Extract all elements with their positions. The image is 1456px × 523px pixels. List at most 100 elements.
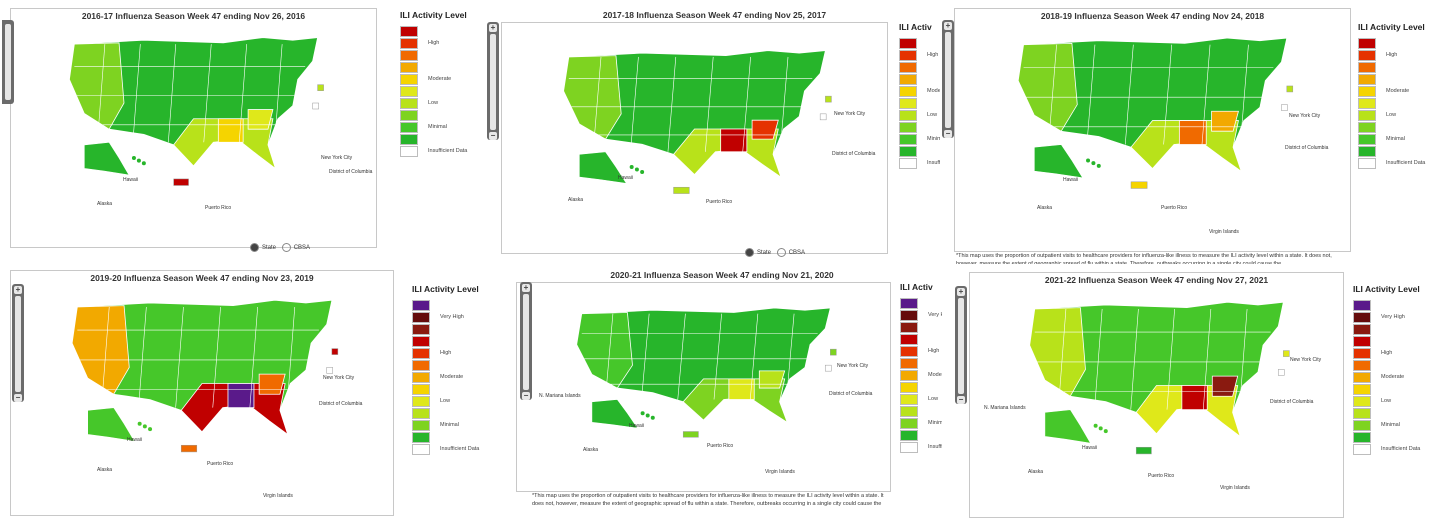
legend-item xyxy=(1358,122,1453,134)
hawaii-shape xyxy=(634,167,639,172)
legend-item: Minimal xyxy=(899,134,942,146)
state-cbsa-toggle: State CBSA xyxy=(745,248,805,257)
place-vi: Virgin Islands xyxy=(765,469,795,475)
zoom-in-button[interactable]: + xyxy=(522,283,530,292)
zoom-in-button[interactable]: + xyxy=(14,285,22,294)
zoom-control[interactable]: + − xyxy=(955,286,967,404)
zoom-control[interactable]: + − xyxy=(12,284,24,402)
dc-shape xyxy=(326,367,333,374)
zoom-control[interactable] xyxy=(2,20,14,104)
state-radio[interactable] xyxy=(250,243,259,252)
map-panel-2017: New York City District of Columbia Hawai… xyxy=(487,0,942,270)
legend-swatch xyxy=(1358,146,1376,157)
legend-swatch xyxy=(900,442,918,453)
legend-swatch xyxy=(1353,360,1371,371)
legend-item: High xyxy=(400,38,490,50)
legend-item xyxy=(1353,384,1448,396)
legend-swatch xyxy=(900,370,918,381)
legend-label: High xyxy=(1381,350,1393,356)
hawaii-shape xyxy=(1103,429,1108,434)
legend-label: Insufficient Data xyxy=(440,446,480,452)
state-border xyxy=(705,56,714,152)
legend-label: Very High xyxy=(928,312,942,318)
legend-swatch xyxy=(899,146,917,157)
us-map xyxy=(1029,301,1290,455)
state-border xyxy=(1239,308,1248,410)
legend-label: Minimal xyxy=(440,422,459,428)
place-dc: District of Columbia xyxy=(1285,145,1329,151)
legend-swatch xyxy=(400,146,418,157)
legend-label: High xyxy=(428,40,440,46)
south-region xyxy=(673,128,782,179)
legend-item xyxy=(400,86,490,98)
legend-item: Very High xyxy=(1353,312,1448,324)
state-border xyxy=(274,44,283,143)
west-region xyxy=(68,42,125,130)
zoom-control[interactable]: + − xyxy=(487,22,499,140)
hawaii-shape xyxy=(137,421,142,426)
zoom-control[interactable]: + − xyxy=(520,282,532,400)
legend-swatch xyxy=(1353,444,1371,455)
legend-swatch xyxy=(900,394,918,405)
legend-swatch xyxy=(899,86,917,97)
zoom-control[interactable]: + − xyxy=(942,20,954,138)
legend-item xyxy=(412,432,490,444)
state-border xyxy=(779,56,789,152)
legend-swatch xyxy=(1358,50,1376,61)
legend-swatch xyxy=(1358,74,1376,85)
dc-shape xyxy=(1277,369,1285,376)
cbsa-radio[interactable] xyxy=(776,248,786,257)
legend-label: Minimal xyxy=(927,136,942,142)
state-border xyxy=(742,56,751,152)
legend-item: Low xyxy=(900,394,942,406)
state-border xyxy=(641,313,650,400)
legend-swatch xyxy=(900,322,918,333)
legend-swatch xyxy=(900,298,918,309)
map-panel-2020: New York City District of Columbia N. Ma… xyxy=(502,264,942,523)
us-map xyxy=(68,37,324,186)
legend-swatch xyxy=(400,50,418,61)
legend-rows: High Moderate Low Minimal Insufficient Data xyxy=(400,26,490,158)
place-nyc: New York City xyxy=(834,111,866,117)
hawaii-shape xyxy=(131,155,136,160)
legend-item: Insufficient Data xyxy=(1358,158,1453,170)
legend-item xyxy=(400,110,490,122)
zoom-out-button[interactable]: − xyxy=(957,395,965,404)
zoom-out-button[interactable]: − xyxy=(944,129,952,138)
map-frame: 2021-22 Influenza Season Week 47 ending … xyxy=(969,272,1344,518)
state-border xyxy=(1094,308,1103,410)
cbsa-radio[interactable] xyxy=(281,243,291,252)
legend-item: High xyxy=(900,346,942,358)
place-pr: Puerto Rico xyxy=(707,443,734,449)
legend-item: Moderate xyxy=(900,370,942,382)
zoom-out-button[interactable]: − xyxy=(522,391,530,400)
zoom-out-button[interactable]: − xyxy=(14,393,22,402)
place-hawaii: Hawaii xyxy=(1082,445,1098,451)
legend-item xyxy=(400,134,490,146)
zoom-in-button[interactable]: + xyxy=(489,23,497,32)
alaska-shape xyxy=(1044,409,1092,444)
legend-swatch xyxy=(412,348,430,359)
place-hawaii: Hawaii xyxy=(1063,177,1079,183)
hotspot-region xyxy=(247,109,274,130)
legend-item xyxy=(900,334,942,346)
legend-label: Insufficie xyxy=(928,444,942,450)
place-dc: District of Columbia xyxy=(832,151,876,157)
legend-swatch xyxy=(899,134,917,145)
legend-item: High xyxy=(1358,50,1453,62)
place-nyc: New York City xyxy=(321,155,353,161)
legend-rows: High Moderate Low Minimal Insuffic xyxy=(899,38,942,170)
legend-label: High xyxy=(928,348,940,354)
states-layer xyxy=(563,50,832,194)
zoom-in-button[interactable]: + xyxy=(957,287,965,296)
state-border xyxy=(1058,308,1067,410)
place-nmi: N. Mariana Islands xyxy=(539,393,581,399)
state-radio[interactable] xyxy=(745,248,754,257)
legend-item xyxy=(1358,62,1453,74)
legend-swatch xyxy=(400,134,418,145)
zoom-in-button[interactable]: + xyxy=(944,21,952,30)
zoom-out-button[interactable]: − xyxy=(489,131,497,140)
state-border xyxy=(1201,44,1211,145)
alaska-shape xyxy=(83,141,130,176)
legend-swatch xyxy=(899,74,917,85)
